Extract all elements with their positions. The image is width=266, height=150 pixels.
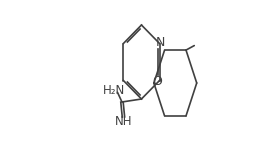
Text: NH: NH [115, 115, 132, 128]
Text: O: O [152, 75, 162, 88]
Text: H₂N: H₂N [103, 84, 125, 96]
Text: N: N [156, 36, 165, 48]
